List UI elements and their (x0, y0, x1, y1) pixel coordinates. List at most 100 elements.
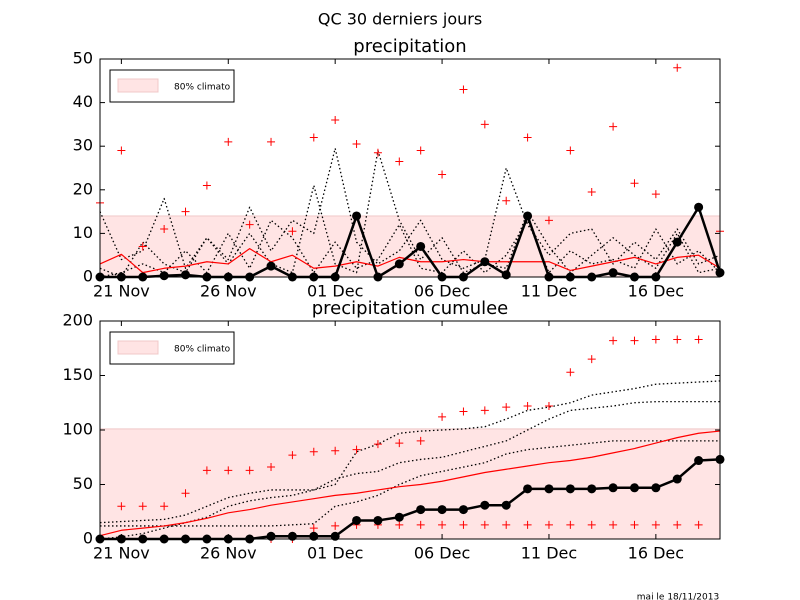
x-tick-label: 06 Dec (414, 544, 470, 563)
y-tick-label: 40 (73, 92, 93, 111)
legend-swatch (117, 340, 159, 355)
obs-marker (672, 237, 682, 247)
x-tick-label: 06 Dec (414, 282, 470, 301)
obs-marker (672, 474, 682, 484)
obs-marker (608, 483, 618, 493)
x-tick-label: 21 Nov (93, 544, 150, 563)
obs-marker (480, 500, 490, 510)
footer: mai le 18/11/2013 (637, 593, 719, 600)
plus-marker (245, 466, 254, 475)
plus-marker (502, 196, 511, 205)
plus-marker (373, 440, 382, 449)
x-tick-label: 11 Dec (521, 544, 577, 563)
plus-marker (544, 520, 553, 529)
plus-marker (694, 335, 703, 344)
plus-marker (587, 187, 596, 196)
plus-marker (523, 133, 532, 142)
y-tick-label: 200 (62, 311, 93, 330)
plus-marker (267, 137, 276, 146)
plus-marker (160, 225, 169, 234)
plus-marker (566, 368, 575, 377)
plus-marker (609, 520, 618, 529)
climato-band (99, 428, 721, 540)
plus-marker (138, 502, 147, 511)
plus-marker (651, 190, 660, 199)
plus-marker (438, 170, 447, 179)
plus-marker (181, 207, 190, 216)
obs-marker (523, 211, 533, 221)
obs-marker (694, 456, 704, 466)
plus-marker (523, 402, 532, 411)
x-tick-label: 26 Nov (200, 282, 257, 301)
plus-marker (352, 140, 361, 149)
plus-marker (587, 520, 596, 529)
plus-marker (673, 63, 682, 72)
plus-marker (459, 407, 468, 416)
plus-marker (245, 220, 254, 229)
obs-marker (587, 484, 597, 494)
climato-band (99, 215, 721, 278)
plus-marker (480, 120, 489, 129)
legend-label: 80% climato (174, 83, 231, 93)
y-tick-label: 0 (83, 267, 93, 286)
member-line (100, 440, 720, 527)
plus-marker (224, 137, 233, 146)
plus-marker (416, 520, 425, 529)
plus-marker (459, 520, 468, 529)
plus-marker (160, 502, 169, 511)
obs-marker (394, 512, 404, 522)
series-line (99, 430, 721, 537)
plus-marker (288, 227, 297, 236)
legend-label: 80% climato (174, 345, 231, 355)
plus-marker (630, 336, 639, 345)
obs-marker (523, 484, 533, 494)
chart-title: precipitation cumulee (312, 298, 509, 319)
plus-marker (373, 148, 382, 157)
figure-title: QC 30 derniers jours (318, 10, 482, 29)
plus-marker (202, 181, 211, 190)
plus-marker (651, 520, 660, 529)
plus-marker (438, 520, 447, 529)
x-tick-label: 26 Nov (200, 544, 257, 563)
member-line (99, 380, 721, 524)
obs-marker (458, 505, 468, 515)
series-line (99, 248, 721, 274)
plus-marker (395, 520, 404, 529)
plus-marker (459, 85, 468, 94)
plus-marker (480, 406, 489, 415)
plus-marker (202, 466, 211, 475)
plus-marker (395, 157, 404, 166)
obs-marker (651, 483, 661, 493)
obs-marker (266, 261, 276, 271)
plus-marker (117, 502, 126, 511)
plus-marker (224, 466, 233, 475)
plus-marker (309, 133, 318, 142)
plus-marker (117, 146, 126, 155)
plus-marker (694, 520, 703, 529)
y-tick-label: 100 (62, 420, 93, 439)
plus-marker (609, 122, 618, 131)
plus-marker (438, 412, 447, 421)
plus-marker (480, 520, 489, 529)
plus-marker (331, 116, 340, 125)
plus-marker (630, 179, 639, 188)
plus-marker (673, 335, 682, 344)
plus-marker (566, 146, 575, 155)
y-tick-label: 50 (73, 474, 93, 493)
plus-marker (288, 451, 297, 460)
x-tick-label: 11 Dec (521, 282, 577, 301)
obs-marker (544, 484, 554, 494)
obs-marker (352, 211, 362, 221)
plus-marker (181, 489, 190, 498)
plus-marker (138, 242, 147, 251)
plus-marker (395, 439, 404, 448)
obs-marker (159, 271, 169, 281)
plus-marker (309, 524, 318, 533)
y-tick-label: 10 (73, 223, 93, 242)
plus-marker (566, 520, 575, 529)
obs-marker (416, 505, 426, 515)
obs-marker (437, 505, 447, 515)
obs-marker (501, 500, 511, 510)
plus-marker (673, 520, 682, 529)
